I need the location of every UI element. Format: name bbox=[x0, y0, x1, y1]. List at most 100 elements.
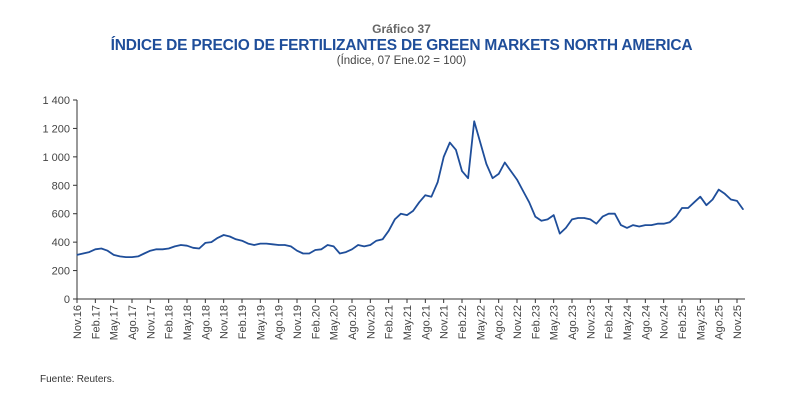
x-tick-label: May.25 bbox=[695, 305, 707, 340]
data-point bbox=[180, 244, 182, 246]
data-point bbox=[186, 245, 188, 247]
x-tick-label: Feb.25 bbox=[677, 305, 689, 339]
data-point bbox=[516, 179, 518, 181]
data-point bbox=[461, 170, 463, 172]
x-tick-label: Ago.21 bbox=[420, 305, 432, 340]
data-point bbox=[82, 252, 84, 255]
x-tick-label: May.23 bbox=[549, 305, 561, 340]
x-tick-label: Ago.17 bbox=[127, 305, 139, 340]
data-point bbox=[320, 248, 323, 250]
data-point bbox=[314, 249, 316, 251]
x-tick-label: May.19 bbox=[255, 305, 267, 340]
data-point bbox=[614, 213, 616, 215]
data-point bbox=[559, 233, 561, 235]
data-point bbox=[644, 224, 646, 226]
data-point bbox=[504, 161, 506, 164]
data-point bbox=[326, 244, 329, 246]
data-point bbox=[546, 218, 549, 220]
y-tick-label: 1 000 bbox=[42, 152, 70, 164]
data-point bbox=[308, 252, 310, 255]
data-point bbox=[253, 244, 255, 246]
chart-source: Fuente: Reuters. bbox=[40, 374, 115, 385]
y-tick-label: 1 400 bbox=[42, 95, 70, 107]
data-point bbox=[699, 196, 701, 198]
data-point bbox=[271, 243, 274, 245]
x-tick-label: Feb.23 bbox=[530, 305, 542, 339]
data-point bbox=[168, 247, 170, 250]
data-point bbox=[339, 252, 341, 255]
data-point bbox=[216, 237, 219, 239]
chart-subtitle: (Índice, 07 Ene.02 = 100) bbox=[336, 55, 467, 67]
data-point bbox=[583, 217, 585, 219]
data-point bbox=[736, 200, 738, 202]
data-point bbox=[498, 173, 500, 175]
data-point bbox=[577, 217, 579, 219]
data-point bbox=[284, 244, 286, 246]
y-tick-label: 0 bbox=[64, 294, 70, 306]
data-point bbox=[290, 245, 292, 248]
data-point bbox=[198, 247, 200, 250]
data-point bbox=[595, 223, 598, 225]
data-point bbox=[681, 207, 683, 209]
data-point bbox=[265, 242, 268, 245]
data-point bbox=[235, 238, 237, 240]
x-tick-label: Feb.21 bbox=[384, 305, 396, 339]
data-point bbox=[94, 248, 96, 250]
data-point bbox=[742, 208, 744, 211]
x-tick-label: Nov.17 bbox=[145, 305, 157, 339]
data-point bbox=[522, 190, 524, 192]
data-point bbox=[565, 227, 567, 229]
data-point bbox=[119, 255, 121, 257]
data-point bbox=[241, 240, 243, 242]
series-line-indice bbox=[76, 120, 744, 259]
data-point bbox=[369, 244, 371, 246]
x-tick-label: Ago.20 bbox=[347, 305, 359, 340]
x-tick-label: Ago.25 bbox=[714, 305, 726, 340]
data-point bbox=[620, 224, 622, 226]
data-point bbox=[473, 120, 475, 122]
x-tick-label: Feb.19 bbox=[237, 305, 249, 339]
x-tick-label: Nov.25 bbox=[732, 305, 744, 339]
x-tick-label: Ago.19 bbox=[274, 305, 286, 340]
x-tick-label: Nov.23 bbox=[585, 305, 597, 339]
data-point bbox=[204, 242, 206, 244]
data-point bbox=[467, 177, 469, 179]
x-tick-label: Ago.18 bbox=[200, 305, 212, 340]
data-point bbox=[718, 188, 720, 191]
data-point bbox=[333, 245, 335, 248]
y-tick-label: 800 bbox=[52, 180, 70, 192]
x-tick-label: Feb.17 bbox=[90, 305, 102, 339]
data-point bbox=[143, 252, 145, 255]
data-point bbox=[571, 218, 573, 220]
x-tick-label: Nov.19 bbox=[292, 305, 304, 339]
data-point bbox=[259, 242, 261, 245]
x-tick-label: Nov.22 bbox=[512, 305, 524, 339]
data-point bbox=[491, 177, 494, 179]
data-point bbox=[296, 250, 298, 252]
data-point bbox=[106, 250, 109, 252]
x-tick-label: Ago.22 bbox=[494, 305, 506, 340]
data-point bbox=[608, 213, 610, 215]
data-point bbox=[485, 163, 488, 165]
data-point bbox=[278, 244, 280, 246]
data-point bbox=[510, 170, 512, 172]
x-tick-label: Nov.16 bbox=[72, 305, 84, 339]
x-tick-label: Ago.24 bbox=[640, 305, 652, 340]
data-point bbox=[430, 196, 433, 198]
data-point bbox=[449, 142, 451, 144]
data-point bbox=[125, 256, 127, 258]
y-tick-label: 200 bbox=[52, 266, 70, 278]
data-point bbox=[76, 254, 78, 256]
data-point bbox=[553, 214, 555, 216]
x-tick-label: Feb.24 bbox=[604, 305, 616, 339]
data-point bbox=[247, 242, 249, 245]
data-point bbox=[638, 225, 640, 228]
x-tick-label: Nov.20 bbox=[365, 305, 377, 339]
x-tick-label: May.24 bbox=[622, 305, 634, 340]
data-point bbox=[88, 251, 90, 253]
data-point bbox=[412, 210, 414, 212]
data-point bbox=[705, 204, 708, 206]
data-point bbox=[436, 181, 439, 184]
data-point bbox=[400, 213, 402, 215]
